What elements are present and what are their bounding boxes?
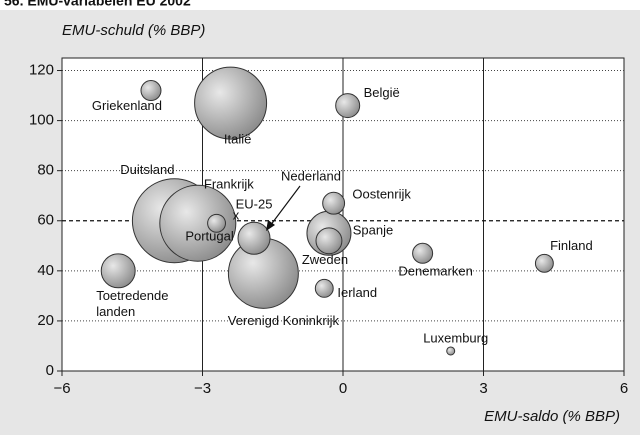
point-label: Ierland (337, 285, 377, 300)
bubble (315, 227, 343, 255)
bubble (237, 221, 271, 255)
x-tick-label: −6 (53, 380, 70, 397)
point-label: Luxemburg (423, 330, 488, 345)
y-tick-label: 80 (37, 162, 54, 179)
bubble (322, 191, 346, 215)
point-label: Griekenland (92, 98, 162, 113)
annotation: Nederland (281, 168, 341, 183)
bubble (335, 93, 361, 119)
y-tick-label: 0 (46, 362, 54, 379)
point-label: Frankrijk (204, 177, 254, 192)
annotation: x (233, 207, 240, 222)
bubble (100, 253, 136, 289)
y-tick-label: 120 (29, 61, 54, 78)
bubble (194, 66, 268, 140)
bubble (412, 242, 434, 264)
y-tick-label: 100 (29, 112, 54, 129)
y-tick-label: 20 (37, 312, 54, 329)
y-tick-label: 40 (37, 262, 54, 279)
point-label: Duitsland (120, 162, 174, 177)
x-tick-label: 6 (620, 380, 628, 397)
chart-title: 56. EMU-variabelen EU 2002 (4, 0, 191, 9)
arrow-head (266, 220, 275, 231)
bubble (446, 346, 456, 356)
point-label: Toetredende landen (96, 288, 168, 319)
point-label: Denemarken (398, 264, 472, 279)
bubble (314, 278, 334, 298)
x-tick-label: 3 (479, 380, 487, 397)
point-label: Italië (224, 132, 251, 147)
point-label: België (364, 85, 400, 100)
point-label: Zweden (302, 252, 348, 267)
y-tick-label: 60 (37, 212, 54, 229)
point-label: Portugal (185, 229, 234, 244)
point-label: Oostenrijk (352, 187, 411, 202)
point-label: Verenigd Koninkrijk (228, 313, 340, 328)
x-tick-label: −3 (194, 380, 211, 397)
bubble (534, 253, 554, 273)
y-axis-label: EMU-schuld (% BBP) (62, 22, 205, 39)
bubble (140, 80, 162, 102)
bubble (159, 184, 237, 262)
bubble (207, 213, 226, 233)
point-label: EU-25 (236, 197, 273, 212)
point-label: Finland (550, 238, 593, 253)
annotation-arrow (269, 185, 301, 227)
x-tick-label: 0 (339, 380, 347, 397)
point-label: Spanje (353, 223, 393, 238)
x-axis-label: EMU-saldo (% BBP) (484, 408, 620, 425)
